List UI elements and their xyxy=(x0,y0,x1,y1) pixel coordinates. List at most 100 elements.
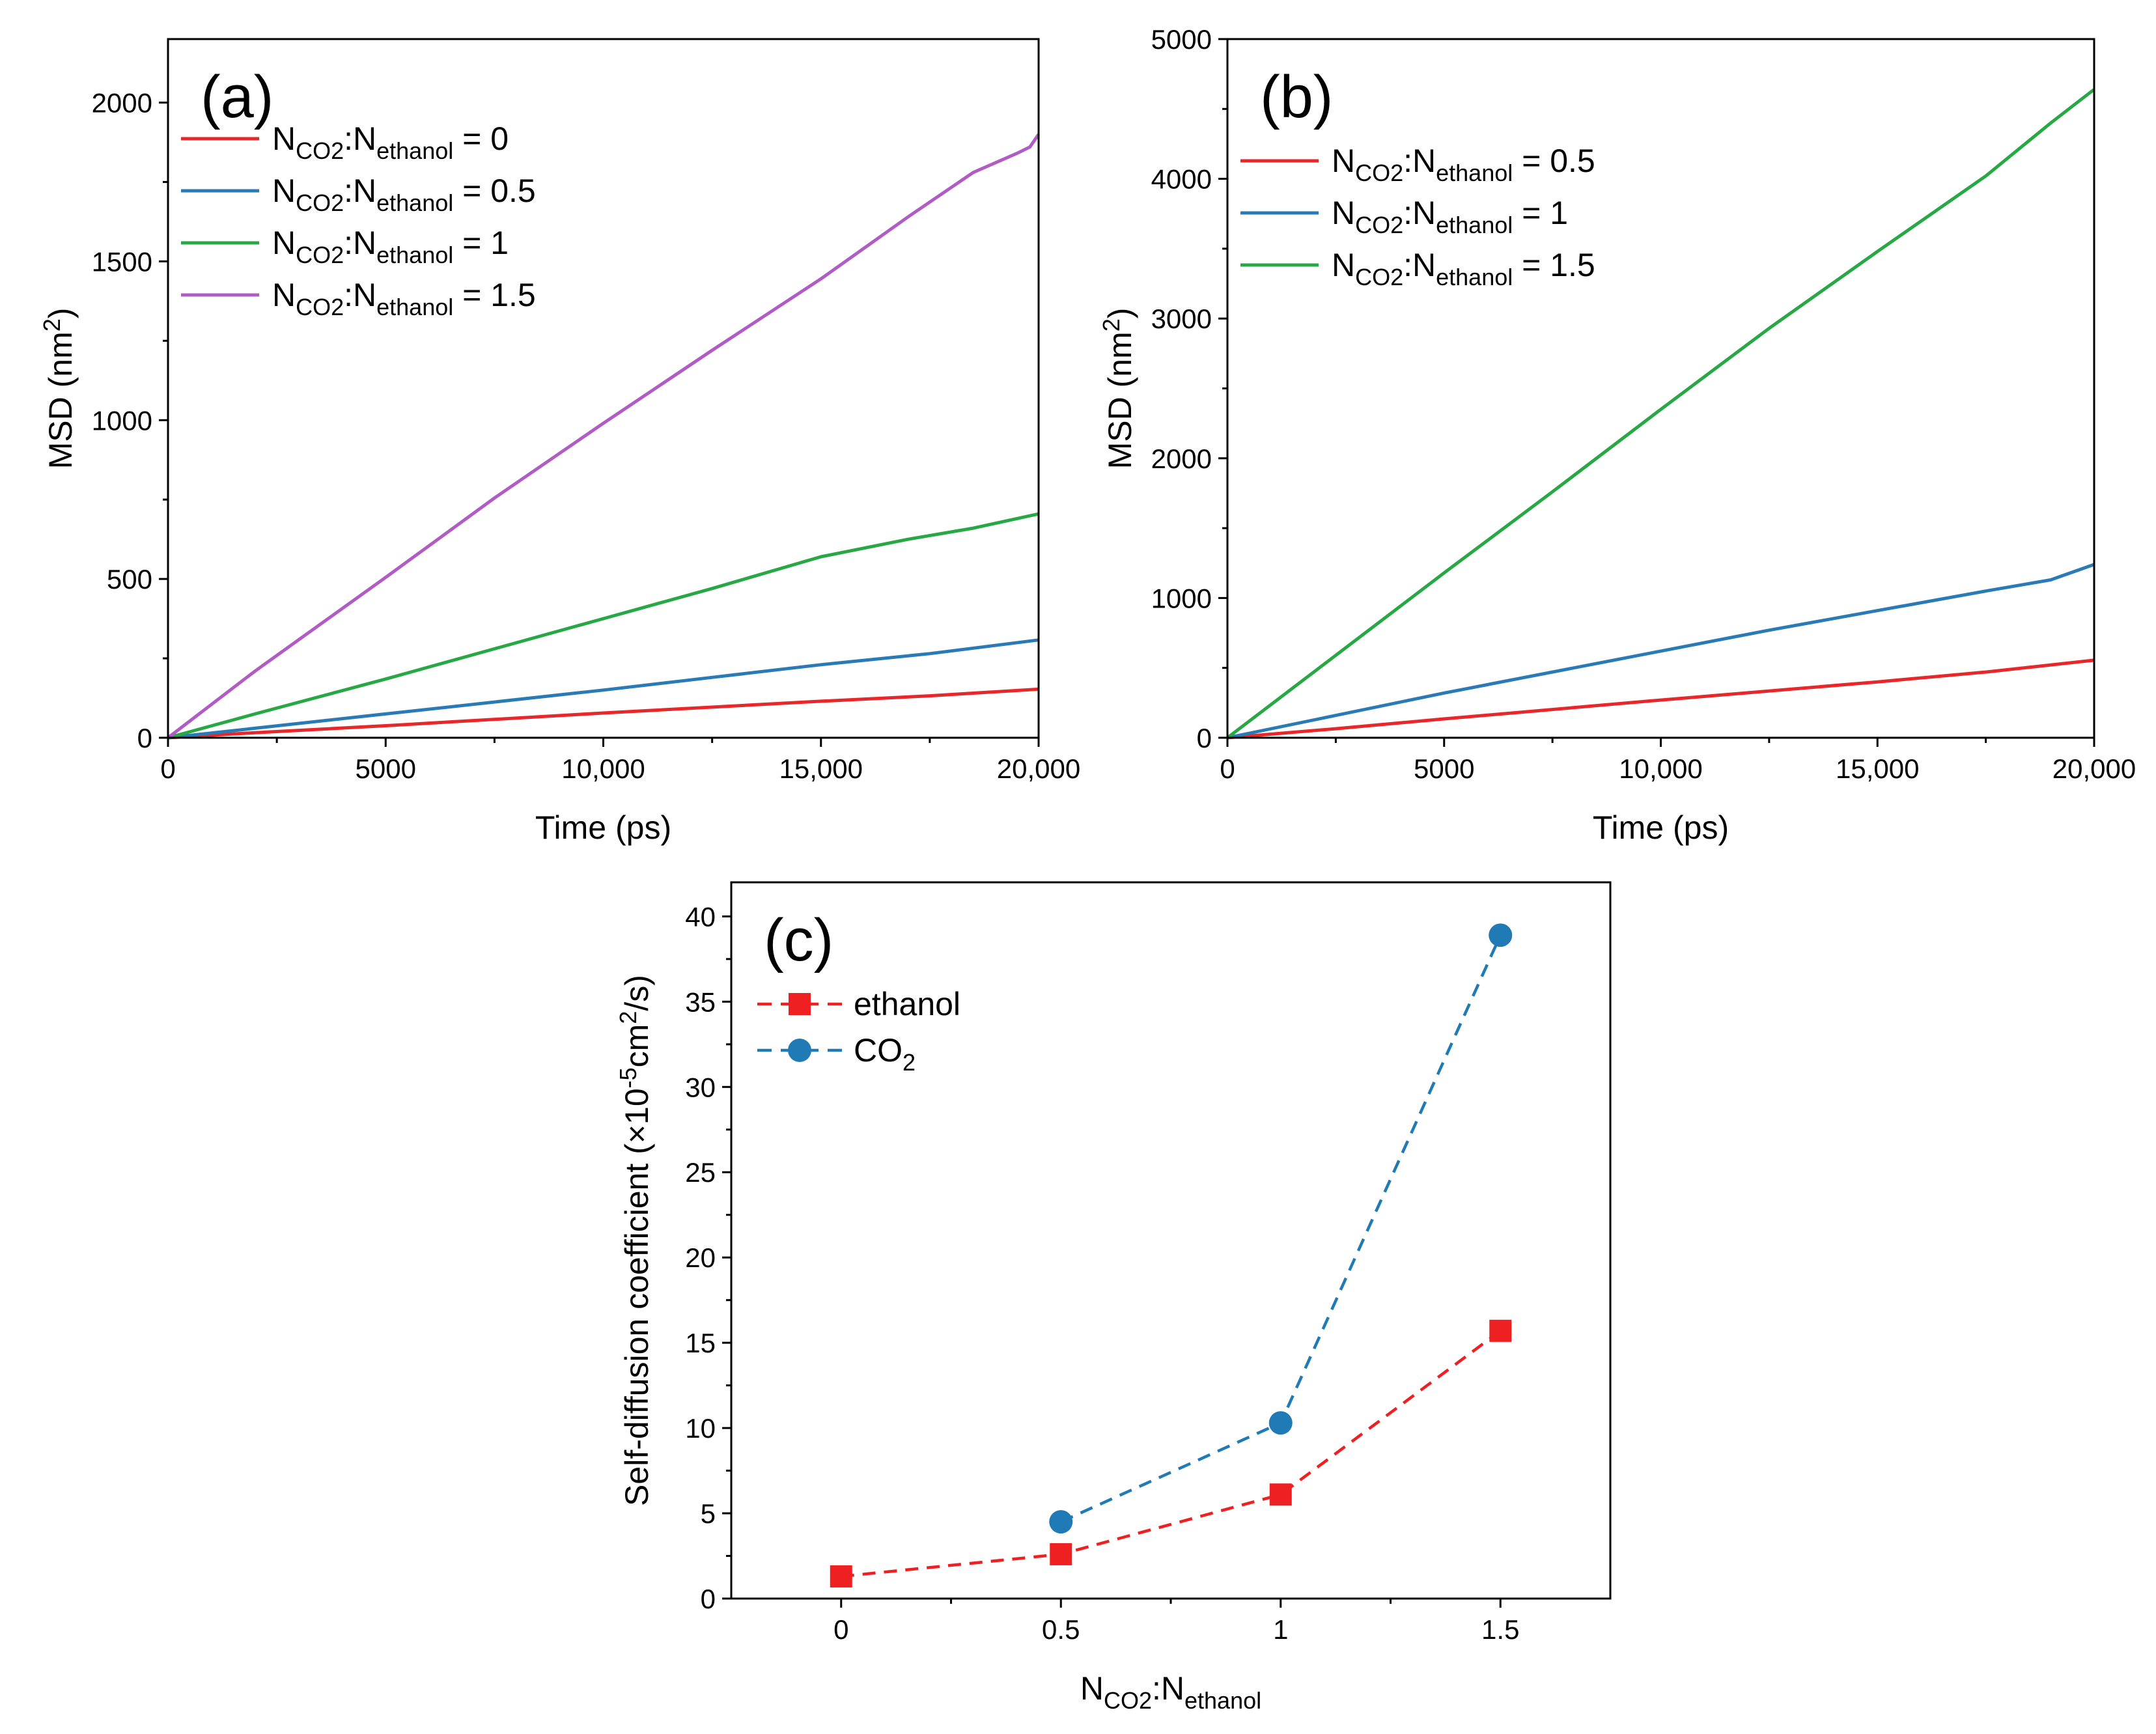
x-tick-label: 0.5 xyxy=(1042,1614,1080,1645)
chart-panel-b: 0 5000 10,000 15,000 20,000 0 1000 2000 3000 4000… xyxy=(1098,24,2136,846)
text-part: :N xyxy=(1403,195,1436,231)
x-tick-label: 0 xyxy=(160,753,175,784)
plot-area xyxy=(1226,88,2095,740)
plot-area xyxy=(167,133,1041,740)
subscript: ethanol xyxy=(376,294,453,320)
text-part: N xyxy=(272,225,296,261)
panel-label: (b) xyxy=(1260,64,1333,130)
x-tick-label: 20,000 xyxy=(2052,753,2136,784)
series-line-1 xyxy=(1227,563,2095,740)
legend-entry-CO2: CO2 xyxy=(854,1032,916,1076)
x-tick-label: 0 xyxy=(833,1614,848,1645)
legend-entry-2: NCO2:Nethanol = 1.5 xyxy=(1332,247,1595,290)
text-part: ) xyxy=(1102,308,1138,319)
y-tick-label: 5 xyxy=(701,1498,716,1529)
x-tick-label: 10,000 xyxy=(1619,753,1702,784)
subscript: CO2 xyxy=(1355,264,1403,290)
subscript: ethanol xyxy=(1184,1687,1261,1714)
x-axis-label: NCO2:Nethanol xyxy=(1080,1670,1261,1714)
subscript: CO2 xyxy=(1104,1687,1152,1714)
text-part: = 0 xyxy=(453,120,509,157)
data-point-ethanol xyxy=(1489,1319,1512,1342)
subscript: ethanol xyxy=(1436,212,1513,238)
y-tick-label: 2000 xyxy=(1151,443,1212,474)
series-line-2 xyxy=(1226,88,2095,739)
x-tick-label: 20,000 xyxy=(997,753,1080,784)
x-axis-label: Time (ps) xyxy=(1593,809,1729,846)
series-line-3 xyxy=(167,133,1041,739)
data-point-ethanol xyxy=(1269,1483,1292,1506)
text-part: CO xyxy=(854,1032,903,1069)
superscript: 2 xyxy=(38,318,65,331)
y-axis-label: MSD (nm2) xyxy=(1098,308,1138,469)
text-part: cm xyxy=(619,1024,655,1068)
series-line-1 xyxy=(167,638,1039,740)
text-part: ethanol xyxy=(854,986,960,1022)
panel-label: (c) xyxy=(764,907,833,973)
superscript: -5 xyxy=(615,1067,641,1088)
chart-panel-a: 0 5000 10,000 15,000 20,000 0 500 1000 1500 2000 (… xyxy=(38,38,1080,846)
y-tick-label: 4000 xyxy=(1151,164,1212,195)
text-part: N xyxy=(1332,143,1355,179)
panel-label: (a) xyxy=(201,64,273,130)
legend: ethanol CO2 xyxy=(757,986,960,1076)
subscript: ethanol xyxy=(376,189,453,216)
x-axis-label: Time (ps) xyxy=(535,809,671,846)
legend-marker-circle xyxy=(788,1039,811,1062)
y-tick-label: 1500 xyxy=(92,246,152,277)
subscript: ethanol xyxy=(376,137,453,164)
y-tick-label: 40 xyxy=(685,901,716,932)
text-part: N xyxy=(272,173,296,209)
x-tick-label: 1 xyxy=(1273,1614,1288,1645)
text-part: :N xyxy=(1403,247,1436,283)
subscript: CO2 xyxy=(296,137,344,164)
y-tick-label: 5000 xyxy=(1151,24,1212,55)
x-tick-label: 15,000 xyxy=(1836,753,1919,784)
subscript: CO2 xyxy=(296,189,344,216)
text-part: :N xyxy=(1152,1670,1184,1707)
y-axis-label: MSD (nm2) xyxy=(38,308,79,469)
text-part: = 1 xyxy=(453,225,509,261)
text-part: = 1 xyxy=(1513,195,1568,231)
text-part: = 1.5 xyxy=(453,277,536,313)
y-tick-label: 3000 xyxy=(1151,303,1212,334)
y-tick-label: 1000 xyxy=(92,405,152,436)
y-tick-label: 25 xyxy=(685,1157,716,1188)
text-part: :N xyxy=(344,277,376,313)
y-tick-label: 20 xyxy=(685,1242,716,1273)
subscript: ethanol xyxy=(1436,160,1513,186)
series-line-2 xyxy=(167,512,1039,740)
series-line-0 xyxy=(167,687,1039,740)
subscript: 2 xyxy=(903,1049,916,1076)
text-part: = 0.5 xyxy=(1513,143,1595,179)
y-tick-label: 500 xyxy=(107,564,152,594)
series-dashed-line-ethanol xyxy=(841,1329,1502,1578)
text-part: N xyxy=(1080,1670,1104,1707)
data-point-co2 xyxy=(1268,1411,1293,1435)
y-tick-label: 2000 xyxy=(92,88,152,119)
text-part: N xyxy=(1332,247,1355,283)
text-part: :N xyxy=(344,225,376,261)
data-point-ethanol xyxy=(1050,1543,1072,1565)
legend-entry-1: NCO2:Nethanol = 1 xyxy=(1332,195,1568,238)
legend-entry-0: NCO2:Nethanol = 0 xyxy=(272,120,509,164)
subscript: ethanol xyxy=(376,242,453,268)
y-tick-label: 15 xyxy=(685,1328,716,1358)
text-part: N xyxy=(1332,195,1355,231)
x-tick-label: 10,000 xyxy=(561,753,645,784)
series-line-0 xyxy=(1227,658,2095,740)
y-tick-label: 0 xyxy=(1197,723,1212,753)
text-part: MSD (nm xyxy=(42,331,79,469)
text-part: N xyxy=(272,120,296,157)
text-part: N xyxy=(272,277,296,313)
x-tick-label: 15,000 xyxy=(779,753,863,784)
y-tick-label: 0 xyxy=(701,1584,716,1614)
plot-area xyxy=(830,923,1513,1587)
legend-marker-square xyxy=(789,993,811,1015)
text-part: ) xyxy=(42,308,79,319)
x-tick-label: 5000 xyxy=(1414,753,1474,784)
data-point-co2 xyxy=(1049,1510,1073,1534)
